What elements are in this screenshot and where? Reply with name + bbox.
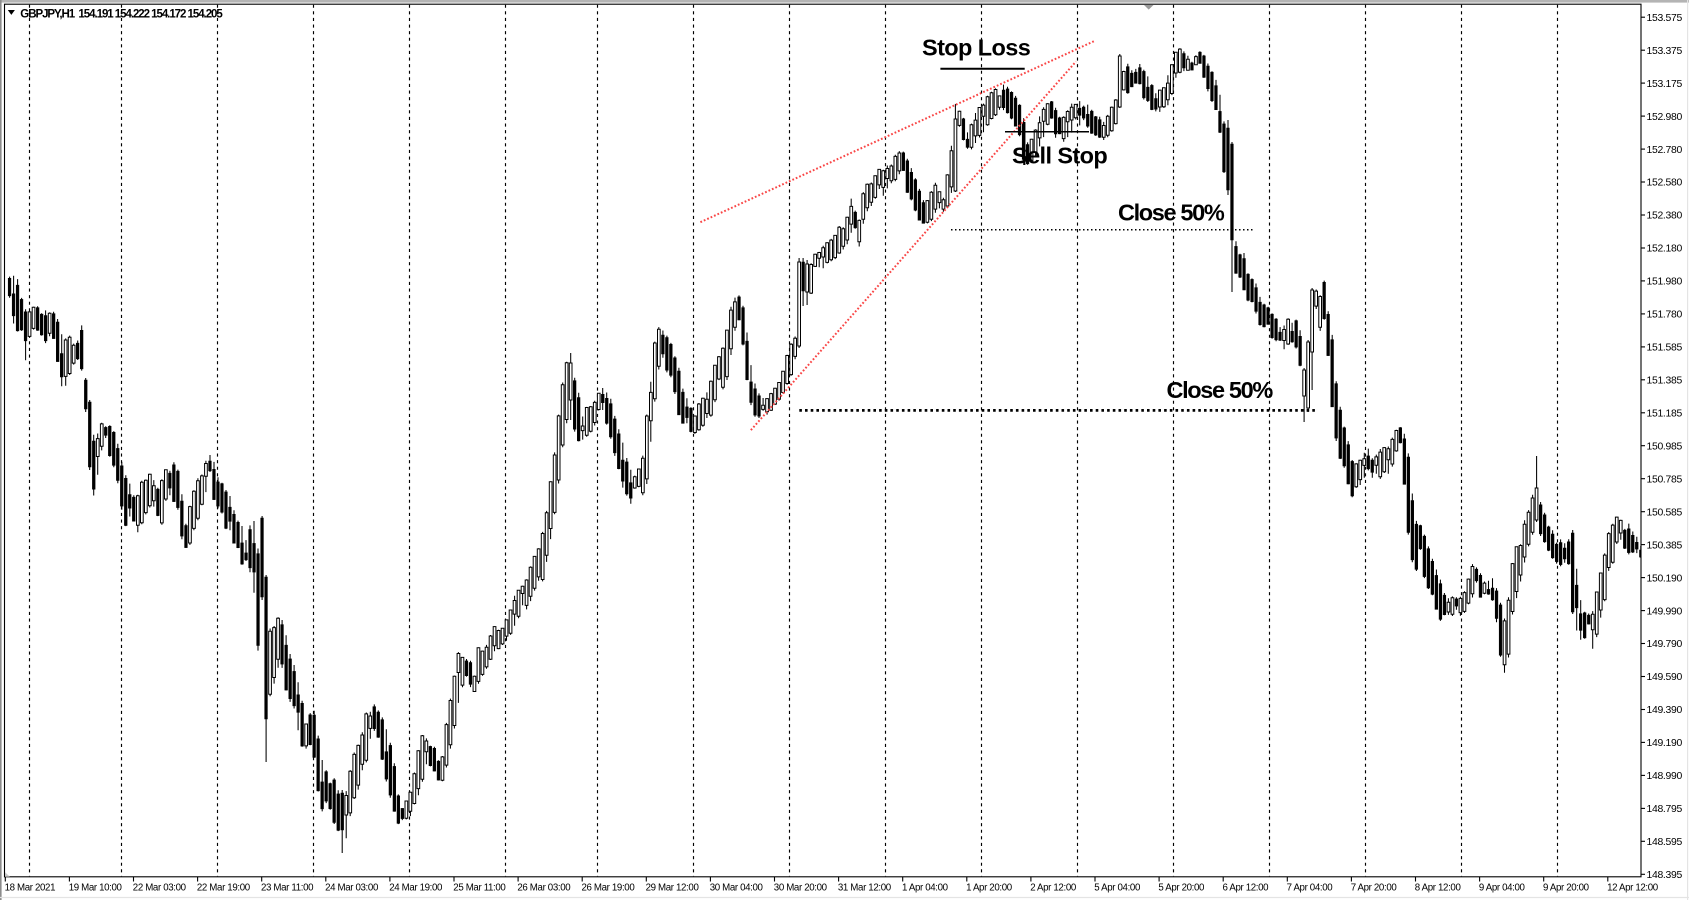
svg-text:1 Apr 04:00: 1 Apr 04:00 xyxy=(902,883,949,894)
svg-text:12 Apr 12:00: 12 Apr 12:00 xyxy=(1607,883,1659,894)
svg-text:25 Mar 11:00: 25 Mar 11:00 xyxy=(453,883,506,894)
svg-text:152.580: 152.580 xyxy=(1647,178,1683,189)
svg-text:148.795: 148.795 xyxy=(1647,804,1683,815)
svg-text:26 Mar 03:00: 26 Mar 03:00 xyxy=(517,883,571,894)
svg-text:153.575: 153.575 xyxy=(1647,13,1683,24)
svg-text:18 Mar 2021: 18 Mar 2021 xyxy=(5,883,56,894)
svg-text:5 Apr 20:00: 5 Apr 20:00 xyxy=(1158,883,1205,894)
svg-text:149.190: 149.190 xyxy=(1647,738,1683,749)
svg-text:22 Mar 03:00: 22 Mar 03:00 xyxy=(133,883,187,894)
svg-text:151.385: 151.385 xyxy=(1647,376,1683,387)
svg-text:22 Mar 19:00: 22 Mar 19:00 xyxy=(197,883,251,894)
svg-text:150.385: 150.385 xyxy=(1647,540,1683,551)
svg-text:Close 50%: Close 50% xyxy=(1167,377,1274,403)
svg-text:8 Apr 12:00: 8 Apr 12:00 xyxy=(1415,883,1462,894)
svg-text:24 Mar 19:00: 24 Mar 19:00 xyxy=(389,883,443,894)
svg-text:Sell Stop: Sell Stop xyxy=(1012,143,1107,169)
svg-text:31 Mar 12:00: 31 Mar 12:00 xyxy=(838,883,892,894)
svg-text:153.375: 153.375 xyxy=(1647,46,1683,57)
svg-text:150.985: 150.985 xyxy=(1647,441,1683,452)
svg-text:151.780: 151.780 xyxy=(1647,310,1683,321)
svg-text:150.585: 150.585 xyxy=(1647,507,1683,518)
svg-text:150.785: 150.785 xyxy=(1647,474,1683,485)
svg-text:149.390: 149.390 xyxy=(1647,705,1683,716)
svg-text:152.180: 152.180 xyxy=(1647,244,1683,255)
svg-text:9 Apr 20:00: 9 Apr 20:00 xyxy=(1543,883,1590,894)
svg-text:1 Apr 20:00: 1 Apr 20:00 xyxy=(966,883,1013,894)
svg-text:7 Apr 04:00: 7 Apr 04:00 xyxy=(1287,883,1334,894)
svg-text:9 Apr 04:00: 9 Apr 04:00 xyxy=(1479,883,1526,894)
svg-text:151.585: 151.585 xyxy=(1647,343,1683,354)
svg-text:149.990: 149.990 xyxy=(1647,606,1683,617)
svg-text:26 Mar 19:00: 26 Mar 19:00 xyxy=(582,883,636,894)
svg-text:19 Mar 10:00: 19 Mar 10:00 xyxy=(69,883,123,894)
svg-text:148.595: 148.595 xyxy=(1647,837,1683,848)
svg-text:153.175: 153.175 xyxy=(1647,79,1683,90)
svg-text:29 Mar 12:00: 29 Mar 12:00 xyxy=(646,883,700,894)
svg-text:150.190: 150.190 xyxy=(1647,573,1683,584)
svg-text:Close 50%: Close 50% xyxy=(1118,199,1225,225)
svg-text:6 Apr 12:00: 6 Apr 12:00 xyxy=(1223,883,1270,894)
svg-text:152.380: 152.380 xyxy=(1647,211,1683,222)
svg-text:149.590: 149.590 xyxy=(1647,672,1683,683)
svg-text:148.395: 148.395 xyxy=(1647,870,1683,881)
svg-text:149.790: 149.790 xyxy=(1647,639,1683,650)
svg-text:Stop Loss: Stop Loss xyxy=(922,35,1031,61)
svg-text:24 Mar 03:00: 24 Mar 03:00 xyxy=(325,883,379,894)
svg-text:148.990: 148.990 xyxy=(1647,771,1683,782)
svg-text:GBPJPY,H1 154.191 154.222 154: GBPJPY,H1 154.191 154.222 154.172 154.20… xyxy=(20,8,223,20)
svg-text:151.185: 151.185 xyxy=(1647,409,1683,420)
svg-text:152.980: 152.980 xyxy=(1647,112,1683,123)
svg-text:23 Mar 11:00: 23 Mar 11:00 xyxy=(261,883,314,894)
svg-text:5 Apr 04:00: 5 Apr 04:00 xyxy=(1094,883,1141,894)
svg-text:30 Mar 04:00: 30 Mar 04:00 xyxy=(710,883,764,894)
svg-text:30 Mar 20:00: 30 Mar 20:00 xyxy=(774,883,828,894)
svg-text:2 Apr 12:00: 2 Apr 12:00 xyxy=(1030,883,1077,894)
svg-text:7 Apr 20:00: 7 Apr 20:00 xyxy=(1351,883,1398,894)
svg-text:151.980: 151.980 xyxy=(1647,277,1683,288)
svg-text:152.780: 152.780 xyxy=(1647,145,1683,156)
